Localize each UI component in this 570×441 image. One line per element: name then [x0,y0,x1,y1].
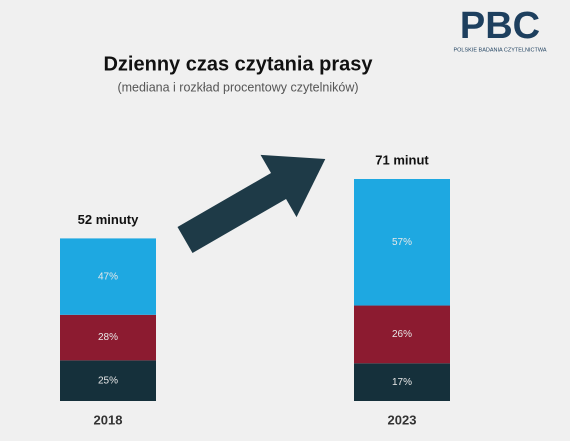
logo-caption: POLSKIE BADANIA CZYTELNICTWA [453,47,546,53]
bar-segment [60,238,156,315]
value-label: 26% [392,329,412,340]
value-label: 47% [98,271,118,282]
total-label: 71 minut [375,152,429,167]
bar-segment [60,314,156,361]
arrow [177,154,326,253]
value-label: 17% [392,377,412,388]
chart-title: Dzienny czas czytania prasy [103,53,373,75]
bar-segment [60,360,156,401]
chart-subtitle: (mediana i rozkład procentowy czytelnikó… [117,80,358,94]
logo-text: PBC [460,5,540,47]
value-label: 57% [392,237,412,248]
x-tick-label: 2018 [94,412,123,427]
value-label: 25% [98,375,118,386]
x-tick-label: 2023 [388,412,417,427]
value-label: 28% [98,332,118,343]
bar-segment [354,305,450,364]
bar-segment [354,179,450,306]
bar-segment [354,363,450,401]
total-label: 52 minuty [78,212,139,227]
